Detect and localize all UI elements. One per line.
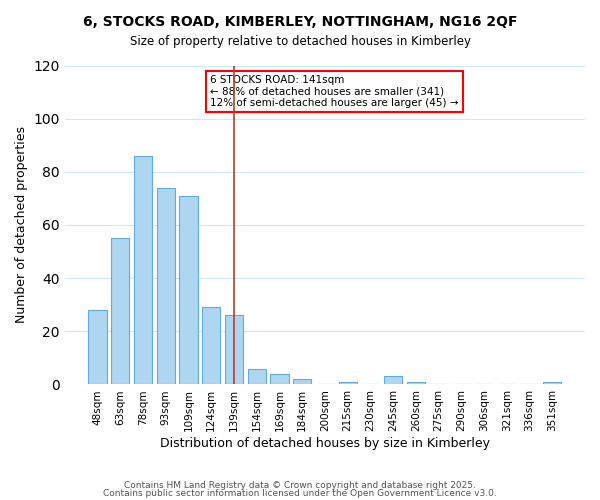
Bar [111, 238, 130, 384]
Bar [338, 382, 357, 384]
Y-axis label: Number of detached properties: Number of detached properties [15, 126, 28, 324]
Bar [543, 382, 562, 384]
Bar [407, 382, 425, 384]
Text: 6, STOCKS ROAD, KIMBERLEY, NOTTINGHAM, NG16 2QF: 6, STOCKS ROAD, KIMBERLEY, NOTTINGHAM, N… [83, 15, 517, 29]
Bar [293, 379, 311, 384]
Bar [134, 156, 152, 384]
Text: 6 STOCKS ROAD: 141sqm
← 88% of detached houses are smaller (341)
12% of semi-det: 6 STOCKS ROAD: 141sqm ← 88% of detached … [211, 75, 459, 108]
Bar [157, 188, 175, 384]
Bar [179, 196, 197, 384]
Bar [248, 368, 266, 384]
X-axis label: Distribution of detached houses by size in Kimberley: Distribution of detached houses by size … [160, 437, 490, 450]
Text: Contains HM Land Registry data © Crown copyright and database right 2025.: Contains HM Land Registry data © Crown c… [124, 481, 476, 490]
Text: Size of property relative to detached houses in Kimberley: Size of property relative to detached ho… [130, 35, 470, 48]
Bar [271, 374, 289, 384]
Text: Contains public sector information licensed under the Open Government Licence v3: Contains public sector information licen… [103, 488, 497, 498]
Bar [88, 310, 107, 384]
Bar [384, 376, 402, 384]
Bar [225, 316, 243, 384]
Bar [202, 308, 220, 384]
